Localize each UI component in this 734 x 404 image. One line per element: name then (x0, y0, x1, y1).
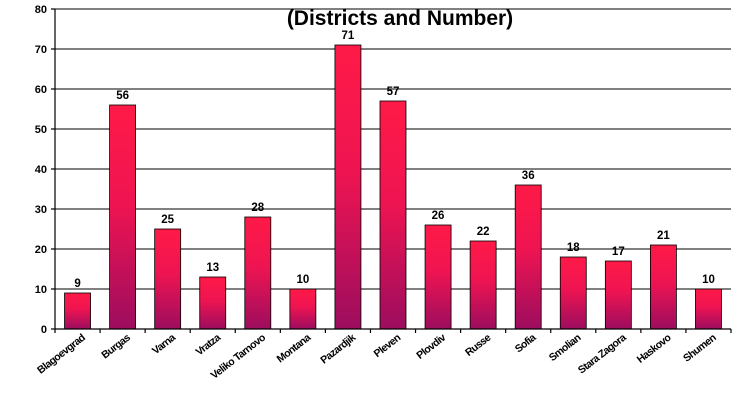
x-tick-label: Stara Zagora (576, 331, 629, 376)
bar (379, 100, 407, 330)
x-tick-label: Pazardjik (318, 331, 358, 366)
data-label: 18 (567, 242, 580, 254)
bar (695, 288, 722, 330)
data-label: 10 (296, 274, 309, 286)
x-tick-label: Shumen (681, 332, 718, 365)
data-label: 13 (206, 262, 219, 274)
x-tick-label: Russe (463, 331, 493, 358)
x-tick-label: Montana (275, 331, 314, 365)
y-tick-label: 0 (41, 324, 47, 336)
x-tick-label: Plovdiv (414, 331, 448, 361)
chart-title: (Districts and Number) (287, 7, 513, 30)
x-tick-label: Blagoevgrad (35, 332, 87, 377)
bar (604, 260, 632, 330)
data-label: 57 (387, 86, 400, 98)
bar (514, 184, 542, 330)
data-labels: 9 56 25 13 28 10 71 57 26 22 36 18 17 21 10 (74, 30, 715, 290)
data-label: 36 (522, 170, 535, 182)
bar (559, 256, 587, 330)
y-axis-ticks: 0 10 20 30 40 50 60 70 80 (35, 4, 55, 336)
bar (64, 292, 91, 330)
data-label: 9 (74, 278, 80, 290)
x-tick-label: Burgas (99, 331, 133, 361)
bar (424, 224, 452, 330)
data-label: 28 (251, 202, 264, 214)
data-label: 21 (657, 230, 670, 242)
bar (199, 276, 227, 330)
y-tick-label: 80 (35, 4, 47, 16)
data-label: 22 (477, 226, 490, 238)
y-tick-label: 40 (35, 164, 47, 176)
y-tick-label: 30 (35, 204, 47, 216)
bar (154, 228, 182, 330)
bars (64, 44, 722, 330)
y-tick-label: 50 (35, 124, 47, 136)
bar (469, 240, 497, 330)
data-label: 10 (702, 274, 715, 286)
y-tick-label: 70 (35, 44, 47, 56)
y-tick-label: 60 (35, 84, 47, 96)
bar (289, 288, 317, 330)
bar (334, 44, 362, 330)
x-tick-label: Varna (150, 331, 178, 357)
y-tick-label: 10 (35, 284, 47, 296)
data-label: 17 (612, 246, 625, 258)
x-tick-label: Haskovo (635, 332, 674, 366)
data-label: 56 (116, 90, 129, 102)
y-tick-label: 20 (35, 244, 47, 256)
data-label: 26 (432, 210, 445, 222)
data-label: 25 (161, 214, 174, 226)
x-tick-label: Vratza (194, 331, 224, 358)
bar (650, 244, 677, 330)
x-tick-label: Pleven (372, 332, 403, 360)
data-label: 71 (342, 30, 355, 42)
bar (244, 216, 272, 330)
bar (109, 104, 136, 330)
x-tick-label: Smolian (547, 332, 583, 364)
x-tick-label: Sofia (513, 331, 539, 355)
